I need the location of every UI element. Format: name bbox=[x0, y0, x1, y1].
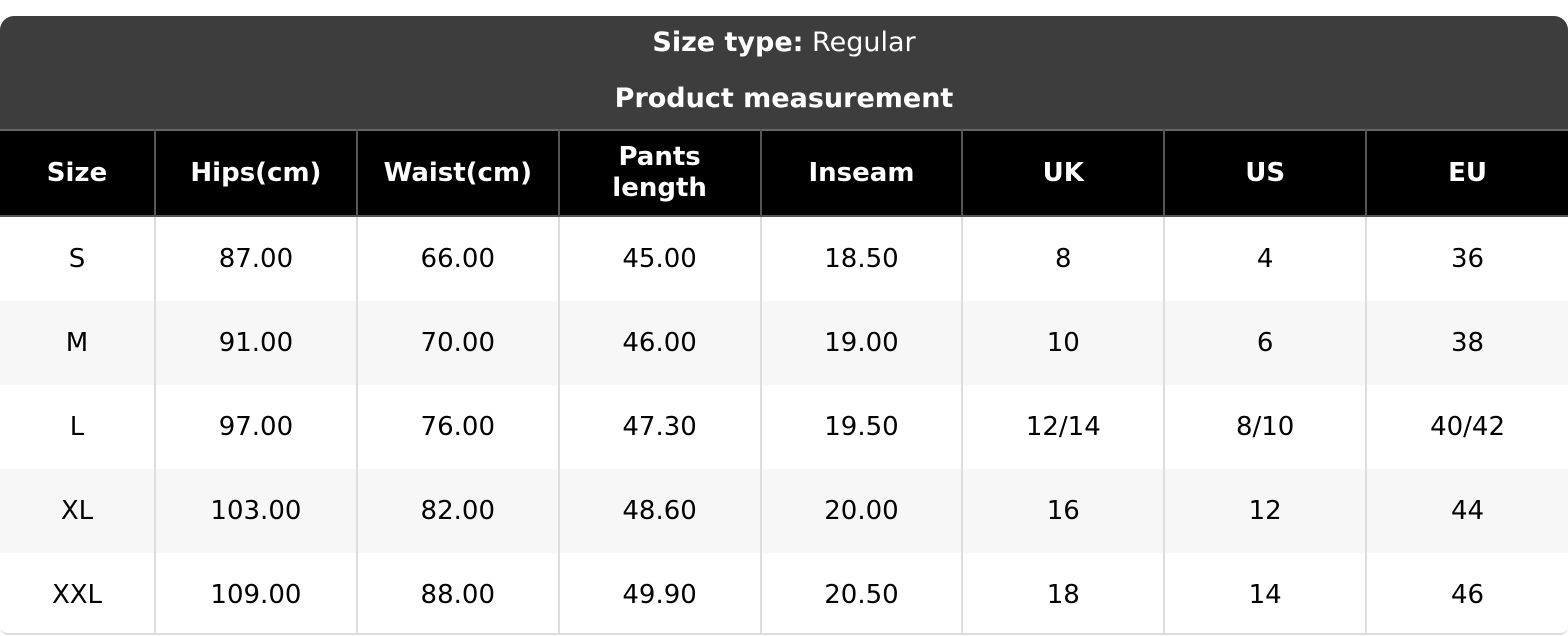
table-cell: 76.00 bbox=[355, 385, 560, 469]
table-cell: 20.50 bbox=[759, 553, 964, 633]
table-cell: 82.00 bbox=[355, 469, 560, 553]
table-cell: 46.00 bbox=[557, 301, 762, 385]
table-cell: 10 bbox=[961, 301, 1166, 385]
table-cell: 14 bbox=[1163, 553, 1368, 633]
table-cell: M bbox=[0, 301, 156, 385]
table-cell: 49.90 bbox=[557, 553, 762, 633]
table-cell: 19.00 bbox=[759, 301, 964, 385]
column-header: Waist(cm) bbox=[355, 129, 560, 217]
table-cell: 109.00 bbox=[154, 553, 358, 633]
table-cell: 48.60 bbox=[557, 469, 762, 553]
table-row: M 91.00 70.00 46.00 19.00 10 6 38 bbox=[0, 301, 1568, 385]
size-type-label: Size type: bbox=[652, 27, 804, 58]
table-cell: 18.50 bbox=[759, 216, 964, 301]
table-cell: 97.00 bbox=[154, 385, 358, 469]
table-header-row: Size Hips(cm) Waist(cm) Pants length Inseam U… bbox=[0, 129, 1568, 217]
table-cell: 87.00 bbox=[154, 216, 358, 301]
table-cell: 66.00 bbox=[355, 216, 560, 301]
table-cell: 88.00 bbox=[355, 553, 560, 633]
table-cell: S bbox=[0, 216, 156, 301]
size-type-value: Regular bbox=[812, 27, 916, 58]
column-header: US bbox=[1163, 129, 1368, 217]
table-cell: 8/10 bbox=[1163, 385, 1368, 469]
column-header: Hips(cm) bbox=[154, 129, 358, 217]
table-cell: 16 bbox=[961, 469, 1166, 553]
table-cell: 6 bbox=[1163, 301, 1368, 385]
size-chart-header: Size type: Regular Product measurement bbox=[0, 16, 1568, 129]
size-table: Size Hips(cm) Waist(cm) Pants length Inseam U… bbox=[0, 129, 1568, 633]
table-row: XXL 109.00 88.00 49.90 20.50 18 14 46 bbox=[0, 553, 1568, 633]
size-chart-card: Size type: Regular Product measurement S… bbox=[0, 16, 1568, 635]
table-cell: L bbox=[0, 385, 156, 469]
table-cell: 47.30 bbox=[557, 385, 762, 469]
section-title: Product measurement bbox=[614, 83, 954, 114]
column-header: Size bbox=[0, 129, 156, 217]
column-header: UK bbox=[961, 129, 1166, 217]
table-cell: 40/42 bbox=[1365, 385, 1568, 469]
table-cell: XXL bbox=[0, 553, 156, 633]
table-cell: 12/14 bbox=[961, 385, 1166, 469]
column-header: Inseam bbox=[759, 129, 964, 217]
table-cell: 4 bbox=[1163, 216, 1368, 301]
table-cell: 103.00 bbox=[154, 469, 358, 553]
table-cell: 91.00 bbox=[154, 301, 358, 385]
table-cell: 44 bbox=[1365, 469, 1568, 553]
table-cell: 46 bbox=[1365, 553, 1568, 633]
table-cell: 38 bbox=[1365, 301, 1568, 385]
column-header: Pants length bbox=[557, 129, 762, 217]
table-cell: 8 bbox=[961, 216, 1166, 301]
table-row: S 87.00 66.00 45.00 18.50 8 4 36 bbox=[0, 216, 1568, 301]
column-header: EU bbox=[1365, 129, 1568, 217]
table-row: XL 103.00 82.00 48.60 20.00 16 12 44 bbox=[0, 469, 1568, 553]
table-cell: 45.00 bbox=[557, 216, 762, 301]
table-cell: 12 bbox=[1163, 469, 1368, 553]
table-cell: 18 bbox=[961, 553, 1166, 633]
table-cell: 70.00 bbox=[355, 301, 560, 385]
size-type: Size type: Regular bbox=[0, 16, 1568, 60]
table-cell: XL bbox=[0, 469, 156, 553]
table-cell: 19.50 bbox=[759, 385, 964, 469]
table-cell: 20.00 bbox=[759, 469, 964, 553]
table-cell: 36 bbox=[1365, 216, 1568, 301]
table-row: L 97.00 76.00 47.30 19.50 12/14 8/10 40/42 bbox=[0, 385, 1568, 469]
